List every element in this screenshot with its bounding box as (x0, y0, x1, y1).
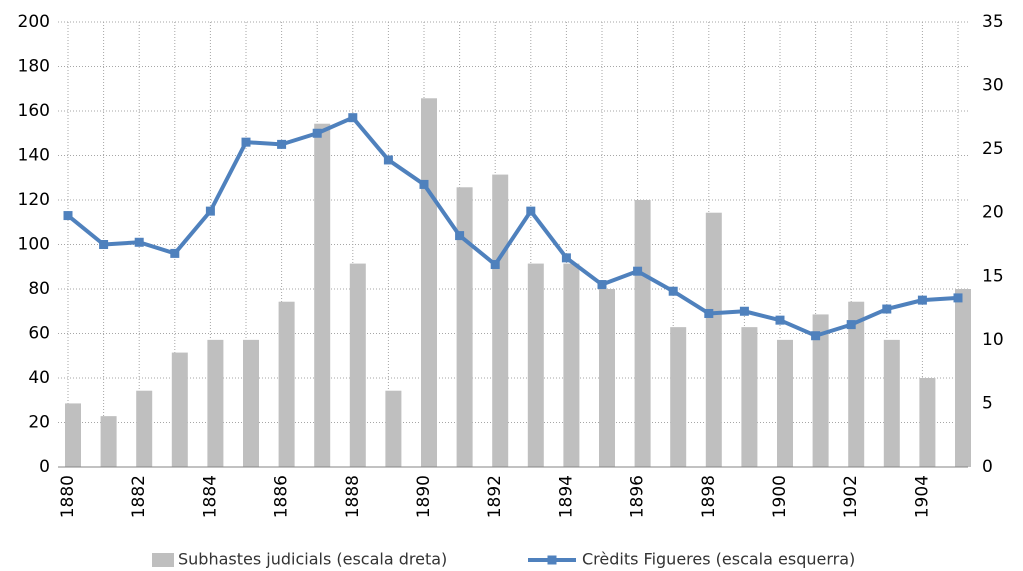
bar (171, 352, 188, 467)
bar (777, 339, 793, 467)
x-tick-label: 1898 (699, 475, 719, 518)
marker (383, 155, 393, 165)
bar (456, 187, 473, 468)
marker (170, 248, 180, 258)
y-tick-label: 20 (28, 413, 50, 433)
x-tick-label: 1894 (556, 475, 576, 518)
line (66, 115, 959, 338)
marker (775, 315, 785, 325)
bar (634, 200, 651, 467)
x-tick-label: 1884 (200, 475, 220, 518)
y2-tick-label: 5 (982, 393, 993, 413)
marker (953, 293, 963, 303)
y2-tick-label: 10 (982, 330, 1004, 350)
y-tick-label: 200 (18, 12, 50, 32)
marker (597, 280, 607, 290)
bar (314, 123, 331, 467)
marker (63, 211, 73, 221)
bar (136, 390, 153, 467)
marker (277, 139, 287, 149)
y-tick-label: 160 (18, 101, 50, 121)
marker (455, 231, 465, 241)
x-tick-label: 1888 (343, 475, 363, 518)
x-tick-label: 1890 (414, 475, 434, 518)
marker (99, 240, 109, 249)
bar (812, 314, 829, 467)
bar (100, 416, 117, 467)
bar (705, 212, 722, 467)
bar (670, 327, 687, 467)
x-tick-label: 1892 (485, 475, 505, 518)
marker (846, 320, 856, 330)
x-tick-label: 1880 (58, 475, 78, 518)
marker (668, 286, 678, 296)
bar (492, 174, 509, 468)
x-tick-label: 1900 (770, 475, 790, 518)
marker (348, 113, 358, 123)
bar (385, 390, 402, 467)
bar (243, 339, 259, 467)
bar (563, 263, 580, 467)
y2-tick-label: 35 (982, 12, 1004, 32)
y2-tick-label: 25 (982, 139, 1004, 159)
y-tick-label: 140 (18, 146, 50, 166)
legend-swatch (547, 555, 557, 565)
y-tick-label: 80 (28, 279, 50, 299)
x-tick-label: 1902 (841, 475, 861, 518)
bar (848, 301, 865, 467)
bar (527, 263, 544, 467)
marker (811, 331, 821, 341)
marker (704, 308, 714, 318)
x-tick-label: 1896 (628, 475, 648, 518)
marker (419, 179, 429, 189)
marker (241, 137, 251, 147)
y-tick-label: 120 (18, 190, 50, 210)
legend-label: Subhastes judicials (escala dreta) (178, 550, 447, 569)
bar (599, 289, 615, 467)
y2-tick-label: 0 (982, 457, 993, 477)
y2-tick-label: 20 (982, 203, 1004, 223)
bar (883, 339, 900, 467)
marker (205, 206, 215, 216)
y-tick-label: 0 (39, 457, 50, 477)
bar (65, 403, 81, 467)
bar (421, 98, 437, 468)
marker (526, 206, 536, 216)
marker (882, 304, 892, 314)
x-tick-label: 1904 (912, 475, 932, 518)
marker (134, 237, 144, 247)
marker (739, 306, 749, 316)
bar (955, 289, 971, 467)
y-tick-label: 40 (28, 368, 50, 388)
y-tick-label: 100 (18, 235, 50, 255)
marker (633, 266, 643, 276)
x-tick-label: 1882 (129, 475, 149, 518)
y2-tick-label: 15 (982, 266, 1004, 286)
bar (919, 378, 936, 467)
marker (917, 295, 927, 305)
legend-swatch (152, 553, 174, 567)
marker (312, 128, 322, 138)
x-tick-label: 1886 (272, 475, 292, 518)
bar (349, 263, 366, 467)
marker (490, 260, 500, 270)
y-tick-label: 60 (28, 324, 50, 344)
legend-label: Crèdits Figueres (escala esquerra) (582, 550, 855, 569)
bar (741, 327, 758, 467)
bar (207, 339, 224, 467)
y2-tick-label: 30 (982, 76, 1004, 96)
bar (278, 301, 295, 467)
y-tick-label: 180 (18, 57, 50, 77)
marker (561, 253, 571, 263)
